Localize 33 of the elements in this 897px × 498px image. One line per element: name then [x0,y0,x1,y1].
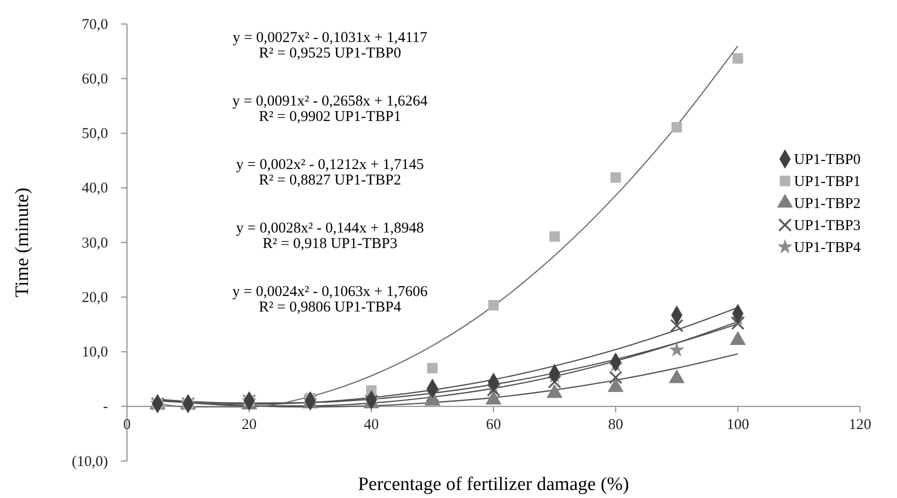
annotation: R² = 0,8827 UP1-TBP2 [258,172,402,188]
annotation: R² = 0,9902 UP1-TBP1 [258,109,402,125]
x-tick-label: 0 [123,416,131,433]
x-tick-label: 120 [848,416,872,433]
x-tick-label: 60 [486,416,501,433]
x-tick-label: 80 [608,416,624,433]
annotation: y = 0,0024x² - 0,1063x + 1,7606 [232,284,428,300]
y-tick-label: 20,0 [82,290,108,306]
annotation: R² = 0,918 UP1-TBP3 [262,236,398,252]
y-tick-label: 10,0 [82,344,108,361]
annotation: y = 0,0091x² - 0,2658x + 1,6264 [232,94,428,110]
y-tick-label: 50,0 [82,126,108,142]
y-tick-label: 70,0 [82,16,108,33]
y-axis-title: Time (minute) [12,188,33,298]
y-tick-label: 40,0 [82,180,108,197]
annotation: R² = 0,9525 UP1-TBP0 [258,46,402,62]
y-tick-label: - [103,399,108,416]
legend-label: UP1-TBP3 [794,218,861,234]
annotation: R² = 0,9806 UP1-TBP4 [258,300,402,316]
legend-label: UP1-TBP1 [794,174,861,190]
x-tick-label: 100 [726,416,750,433]
annotation: y = 0,0027x² - 0,1031x + 1,4117 [232,30,428,46]
legend-label: UP1-TBP2 [794,196,861,212]
legend-label: UP1-TBP0 [794,152,861,168]
x-axis-title: Percentage of fertilizer damage (%) [358,474,630,495]
y-tick-label: 30,0 [82,235,108,252]
legend-label: UP1-TBP4 [794,240,862,256]
x-tick-label: 40 [364,416,379,433]
annotation: y = 0,002x² - 0,1212x + 1,7145 [236,157,424,173]
y-tick-label: 60,0 [82,71,108,88]
x-tick-label: 20 [242,416,257,433]
y-tick-label: (10,0) [72,454,108,470]
annotation: y = 0,0028x² - 0,144x + 1,8948 [236,220,424,236]
